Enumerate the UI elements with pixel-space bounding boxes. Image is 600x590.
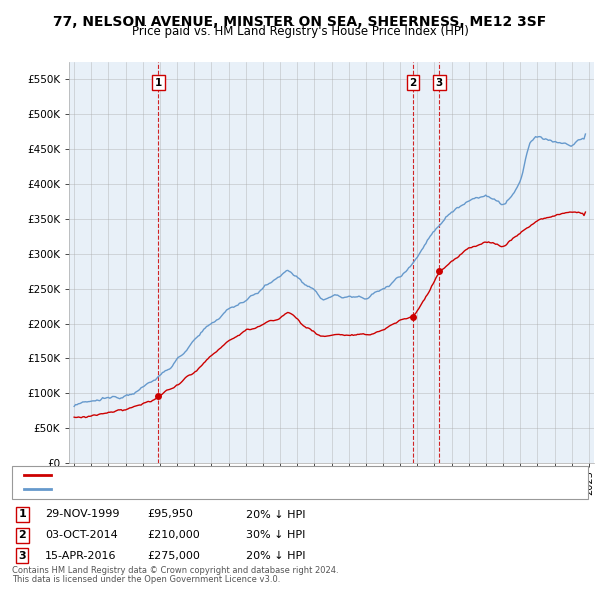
Text: 1: 1 [19, 510, 26, 519]
Text: £210,000: £210,000 [147, 530, 200, 540]
Text: 3: 3 [19, 551, 26, 560]
Text: £95,950: £95,950 [147, 510, 193, 519]
Text: 1: 1 [155, 78, 162, 88]
Text: 77, NELSON AVENUE, MINSTER ON SEA, SHEERNESS, ME12 3SF (detached house): 77, NELSON AVENUE, MINSTER ON SEA, SHEER… [57, 471, 425, 480]
Text: Contains HM Land Registry data © Crown copyright and database right 2024.: Contains HM Land Registry data © Crown c… [12, 566, 338, 575]
Text: 3: 3 [436, 78, 443, 88]
Text: Price paid vs. HM Land Registry's House Price Index (HPI): Price paid vs. HM Land Registry's House … [131, 25, 469, 38]
Text: £275,000: £275,000 [147, 551, 200, 560]
Text: 77, NELSON AVENUE, MINSTER ON SEA, SHEERNESS, ME12 3SF: 77, NELSON AVENUE, MINSTER ON SEA, SHEER… [53, 15, 547, 29]
Text: 2: 2 [19, 530, 26, 540]
Text: This data is licensed under the Open Government Licence v3.0.: This data is licensed under the Open Gov… [12, 575, 280, 584]
Text: 15-APR-2016: 15-APR-2016 [45, 551, 116, 560]
Text: 20% ↓ HPI: 20% ↓ HPI [246, 551, 305, 560]
Text: 03-OCT-2014: 03-OCT-2014 [45, 530, 118, 540]
Text: 20% ↓ HPI: 20% ↓ HPI [246, 510, 305, 519]
Text: 2: 2 [409, 78, 416, 88]
Text: HPI: Average price, detached house, Swale: HPI: Average price, detached house, Swal… [57, 485, 251, 494]
Text: 30% ↓ HPI: 30% ↓ HPI [246, 530, 305, 540]
Text: 29-NOV-1999: 29-NOV-1999 [45, 510, 119, 519]
